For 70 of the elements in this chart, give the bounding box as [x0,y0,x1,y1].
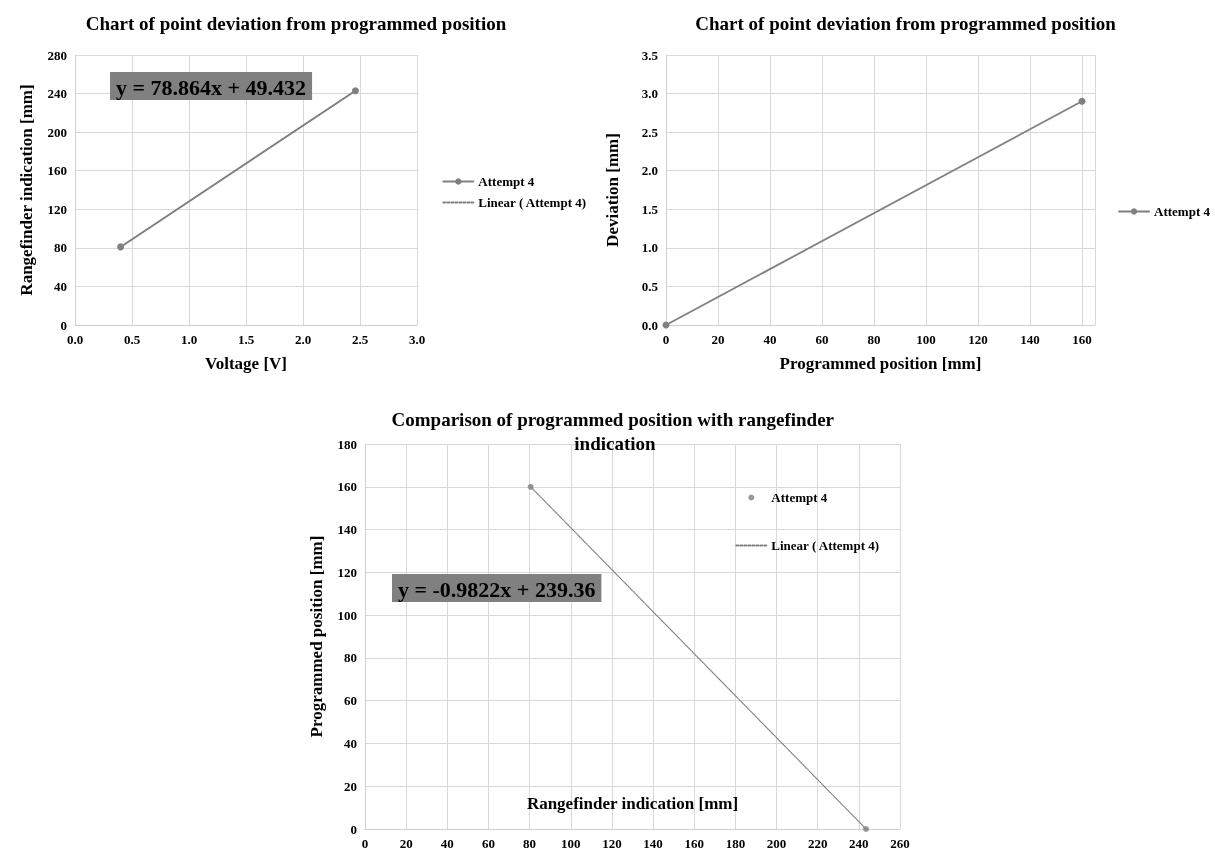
legend-label: Attempt 4 [771,490,828,505]
y-tick-label: 180 [337,436,357,452]
legend-label: Attempt 4 [1154,204,1211,219]
y-tick-label: 20 [344,778,357,794]
x-tick-label: 2.0 [294,332,312,347]
y-tick-label: 160 [47,163,67,179]
x-tick-label: 60 [481,836,495,851]
x-tick-label: 0 [662,332,670,347]
x-tick-label: 120 [602,836,622,851]
x-tick-label: 1.5 [237,332,255,347]
y-tick-label: 40 [54,278,67,294]
chart-title: Chart of point deviation from programmed position [695,12,1117,34]
y-axis-title: Deviation [mm] [603,133,622,247]
chart-title: Chart of point deviation from programmed position [85,12,507,34]
y-tick-label: 200 [47,124,67,140]
x-tick-label: 0.5 [123,332,141,347]
x-tick-label: 140 [1020,332,1040,347]
y-tick-label: 160 [337,479,357,495]
y-tick-label: 2.0 [641,163,658,179]
annotation: y = -0.9822x + 239.36 [398,576,596,602]
y-tick-label: 100 [337,607,357,623]
y-tick-label: 0.5 [641,278,659,294]
x-tick-label: 40 [763,332,777,347]
x-tick-label: 100 [561,836,581,851]
x-tick-label: 40 [440,836,454,851]
x-tick-label: 0 [361,836,369,851]
x-tick-label: 1.0 [180,332,198,347]
x-tick-label: 260 [890,836,910,851]
y-tick-label: 80 [344,650,357,666]
x-tick-label: 20 [399,836,413,851]
y-tick-label: 3.5 [641,47,659,63]
y-tick-label: 240 [47,86,67,102]
y-tick-label: 120 [47,201,67,217]
y-tick-label: 2.5 [641,124,659,140]
x-tick-label: 3.0 [408,332,426,347]
x-axis-title: Programmed position [mm] [779,354,982,373]
x-tick-label: 20 [711,332,725,347]
y-tick-label: 140 [337,522,357,538]
x-tick-label: 100 [916,332,936,347]
y-tick-label: 0.0 [641,317,658,333]
x-axis-title: Voltage [V] [205,354,287,373]
legend-label: Linear ( Attempt 4) [771,538,880,553]
x-tick-label: 80 [867,332,881,347]
y-tick-label: 1.5 [641,201,659,217]
x-tick-label: 240 [849,836,869,851]
x-tick-label: 180 [725,836,746,851]
y-axis-title: Rangefinder indication [mm] [17,84,36,296]
x-tick-label: 160 [684,836,704,851]
y-tick-label: 280 [47,47,67,63]
y-tick-label: 120 [337,564,357,580]
y-tick-label: 40 [344,735,357,751]
x-axis-title: Rangefinder indication [mm] [526,794,739,813]
y-tick-label: 3.0 [641,86,658,102]
y-tick-label: 80 [54,240,67,256]
legend-label: Linear ( Attempt 4) [478,195,587,210]
chart-title: Comparison of programmed position with rangefinder indication [391,408,839,454]
y-tick-label: 60 [344,693,357,709]
x-tick-label: 160 [1072,332,1092,347]
x-tick-label: 120 [968,332,988,347]
x-tick-label: 200 [766,836,787,851]
y-tick-label: 0 [350,821,357,837]
y-axis-title: Programmed position [mm] [307,535,326,738]
y-tick-label: 0 [60,317,67,333]
x-tick-label: 60 [815,332,829,347]
x-tick-label: 80 [523,836,537,851]
legend-label: Attempt 4 [478,174,535,189]
x-tick-label: 0.0 [66,332,84,347]
y-tick-label: 1.0 [641,240,658,256]
annotation: y = 78.864x + 49.432 [116,74,307,100]
x-tick-label: 220 [807,836,828,851]
